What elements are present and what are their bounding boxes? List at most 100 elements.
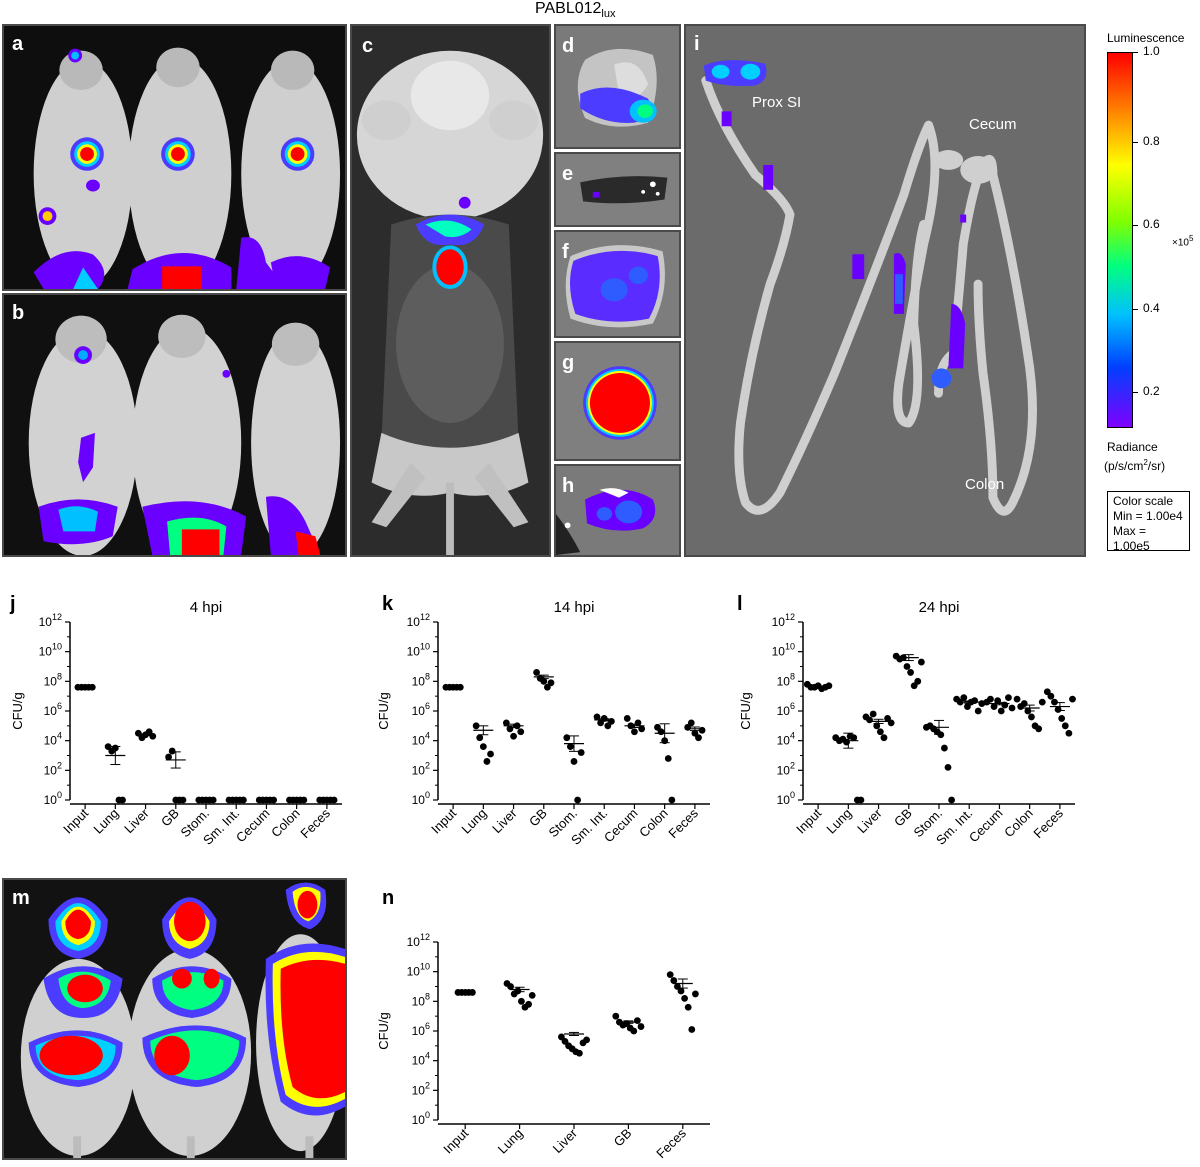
panel-label-f: f — [562, 241, 569, 263]
chart-n-ip: 100 102 104 106 108 1010 1012 CFU/g Input Lung Liv… — [376, 932, 710, 1161]
y-tick-label: 1010 — [772, 642, 795, 659]
data-point — [1047, 692, 1055, 700]
panel-g-image: g — [554, 341, 681, 461]
data-point — [664, 755, 672, 762]
y-tick-label: 106 — [412, 701, 430, 718]
panel-a-image: a — [2, 24, 347, 291]
data-point — [576, 1049, 583, 1057]
data-point — [577, 749, 585, 756]
data-point — [179, 796, 187, 804]
data-point — [825, 682, 833, 690]
y-tick-label: 104 — [777, 731, 795, 748]
data-point — [593, 713, 601, 721]
data-point — [540, 677, 548, 685]
panel-label-i: i — [694, 33, 700, 55]
x-tick-label: Input — [440, 1125, 471, 1156]
legend-tick-0-4: 0.4 — [1143, 301, 1160, 315]
x-tick-label: Lung — [495, 1126, 526, 1157]
data-point — [903, 663, 911, 670]
data-point — [1069, 695, 1076, 703]
chart-title: 4 hpi — [190, 599, 223, 616]
x-tick-label: Input — [428, 805, 459, 836]
y-tick-label: 108 — [44, 671, 62, 688]
legend-ticks — [1133, 52, 1173, 428]
data-point — [657, 728, 665, 736]
data-point — [483, 758, 491, 765]
y-tick-label: 104 — [412, 1051, 430, 1068]
x-tick-label: GB — [611, 1126, 635, 1150]
legend-colorbar — [1107, 52, 1133, 428]
panel-label-g: g — [562, 352, 575, 374]
strain-name: PABL012 — [535, 0, 602, 17]
data-point — [880, 734, 888, 742]
y-axis-label: CFU/g — [376, 692, 391, 730]
y-axis-label: CFU/g — [10, 692, 25, 730]
data-point — [917, 658, 925, 666]
data-point — [502, 719, 510, 727]
panel-f-image: f — [554, 230, 681, 338]
data-point — [638, 725, 646, 733]
legend-tick — [1133, 309, 1138, 310]
data-point — [684, 1003, 692, 1011]
y-tick-label: 104 — [44, 731, 62, 748]
x-tick-label: Liver — [854, 805, 885, 836]
legend-radiance-units: (p/s/cm2/sr) — [1104, 456, 1165, 473]
data-point — [570, 758, 578, 765]
y-tick-label: 100 — [412, 790, 430, 807]
x-tick-label: Feces — [653, 1125, 689, 1161]
data-point — [487, 750, 494, 758]
x-tick-label: GB — [526, 806, 550, 830]
chart-j-4hpi: 4 hpi 100 102 104 106 108 1010 1012 CFU/g Input Lu… — [10, 599, 342, 848]
data-point — [914, 677, 922, 685]
data-point — [119, 796, 126, 804]
data-point — [677, 987, 685, 995]
data-point — [510, 732, 517, 740]
x-tick-label: GB — [891, 806, 915, 830]
legend-units-exp: 2 — [1143, 458, 1148, 467]
data-point — [944, 763, 952, 771]
legend-tick-0-6: 0.6 — [1143, 217, 1160, 231]
legend-tick-0-2: 0.2 — [1143, 384, 1160, 398]
panel-label-j: j — [10, 593, 16, 615]
data-point — [1005, 694, 1012, 702]
data-point — [1013, 695, 1021, 703]
x-tick-label: GB — [158, 806, 182, 830]
figure-title: PABL012lux — [535, 0, 615, 24]
data-point — [518, 997, 525, 1005]
data-point — [937, 731, 945, 739]
panel-label-b: b — [12, 302, 25, 324]
y-tick-label: 104 — [412, 731, 430, 748]
y-tick-label: 1012 — [772, 612, 795, 629]
data-point — [476, 734, 484, 742]
data-point — [974, 707, 982, 715]
data-point — [528, 992, 536, 999]
y-tick-label: 106 — [412, 1021, 430, 1038]
panel-m-image: m — [2, 878, 347, 1160]
data-point — [637, 1023, 645, 1030]
x-tick-label: Input — [60, 805, 91, 836]
data-point — [567, 743, 574, 750]
panel-label-a: a — [12, 33, 24, 55]
y-tick-label: 108 — [412, 991, 430, 1008]
data-point — [857, 796, 865, 804]
panel-h-image: h — [554, 464, 681, 557]
x-tick-label: Feces — [1030, 805, 1066, 841]
data-point — [1058, 715, 1066, 722]
data-point — [687, 719, 695, 727]
data-point — [583, 1036, 590, 1044]
y-tick-label: 1010 — [407, 642, 430, 659]
data-point — [907, 669, 914, 676]
data-point — [563, 734, 571, 742]
data-point — [670, 977, 678, 984]
y-tick-label: 108 — [777, 671, 795, 688]
data-point — [876, 728, 884, 736]
legend-units-post: /sr) — [1147, 459, 1166, 473]
panel-label-e: e — [562, 163, 574, 185]
data-point — [574, 796, 581, 804]
y-tick-label: 102 — [412, 760, 430, 777]
panel-label-d: d — [562, 35, 575, 57]
data-point — [472, 722, 480, 730]
panel-label-m: m — [12, 887, 30, 909]
y-tick-label: 102 — [412, 1080, 430, 1097]
